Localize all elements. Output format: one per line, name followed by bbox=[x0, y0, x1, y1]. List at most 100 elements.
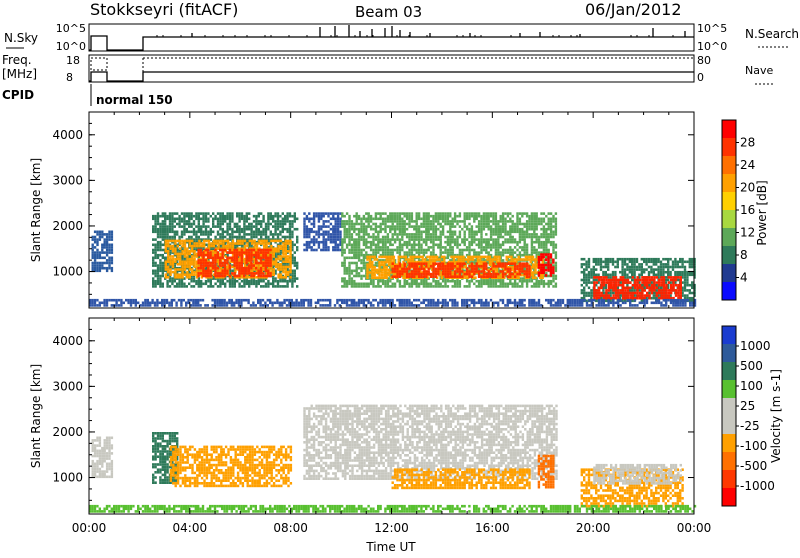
power-cell bbox=[382, 251, 384, 254]
power-cell bbox=[488, 241, 490, 244]
power-cell bbox=[179, 240, 181, 243]
power-cell bbox=[189, 242, 191, 245]
power-cell bbox=[262, 254, 264, 257]
power-cell bbox=[270, 233, 272, 236]
power-cell bbox=[189, 268, 191, 271]
power-cell bbox=[287, 255, 289, 258]
power-cell bbox=[480, 225, 482, 228]
power-cell bbox=[356, 233, 358, 236]
power-cell bbox=[404, 270, 406, 273]
power-cell bbox=[325, 225, 327, 228]
power-cell bbox=[428, 246, 430, 249]
power-cell bbox=[267, 280, 269, 283]
power-cell bbox=[203, 242, 205, 245]
power-cell bbox=[286, 285, 288, 288]
power-cell bbox=[468, 285, 470, 288]
power-cell bbox=[210, 283, 212, 286]
power-cell bbox=[346, 267, 348, 270]
power-cell bbox=[363, 225, 365, 228]
power-cell bbox=[191, 250, 193, 253]
power-cell bbox=[525, 256, 527, 259]
power-cell bbox=[532, 258, 534, 261]
power-cell bbox=[205, 228, 207, 231]
power-cell bbox=[267, 283, 269, 286]
power-cell bbox=[500, 225, 502, 228]
power-cell bbox=[232, 242, 234, 245]
power-cell bbox=[214, 283, 216, 286]
power-cell bbox=[92, 244, 94, 247]
power-cell bbox=[509, 283, 511, 286]
power-cell bbox=[210, 233, 212, 236]
power-cell bbox=[555, 233, 557, 236]
power-cell bbox=[378, 276, 380, 279]
power-cell bbox=[420, 268, 422, 271]
power-cell bbox=[536, 215, 538, 218]
power-cell bbox=[335, 249, 337, 252]
power-cell bbox=[380, 225, 382, 228]
power-cell bbox=[250, 236, 252, 239]
power-cell bbox=[372, 283, 374, 286]
power-cell bbox=[509, 249, 511, 252]
power-cell bbox=[337, 236, 339, 239]
power-cell bbox=[219, 236, 221, 239]
power-cell bbox=[224, 264, 226, 267]
power-cell bbox=[387, 236, 389, 239]
cpid-text: normal 150 bbox=[96, 93, 173, 107]
power-cell bbox=[456, 262, 458, 265]
power-cell bbox=[250, 225, 252, 228]
power-cell bbox=[374, 271, 376, 274]
power-cell bbox=[243, 280, 245, 283]
power-cell bbox=[380, 215, 382, 218]
power-cell bbox=[532, 271, 534, 274]
power-cell bbox=[174, 250, 176, 253]
power-cell bbox=[514, 280, 516, 283]
power-cell bbox=[502, 249, 504, 252]
power-cell bbox=[315, 212, 317, 215]
power-cell bbox=[154, 280, 156, 283]
power-cell bbox=[442, 280, 444, 283]
power-cell bbox=[258, 220, 260, 223]
power-cell bbox=[476, 262, 478, 265]
power-cell bbox=[452, 268, 454, 271]
power-cell bbox=[509, 251, 511, 254]
power-cell bbox=[277, 220, 279, 223]
power-cell bbox=[274, 233, 276, 236]
power-cell bbox=[308, 231, 310, 234]
power-cell bbox=[159, 233, 161, 236]
power-cell bbox=[430, 238, 432, 241]
power-cell bbox=[282, 260, 284, 263]
power-cell bbox=[485, 249, 487, 252]
power-cell bbox=[387, 251, 389, 254]
power-cell bbox=[217, 245, 219, 248]
power-cell bbox=[430, 265, 432, 268]
power-cell bbox=[464, 238, 466, 241]
power-cell bbox=[265, 225, 267, 228]
power-cell bbox=[165, 247, 167, 250]
power-cell bbox=[171, 218, 173, 221]
power-cell bbox=[165, 266, 167, 269]
power-cell bbox=[476, 231, 478, 234]
power-cell bbox=[159, 262, 161, 265]
power-cell bbox=[473, 233, 475, 236]
power-cell bbox=[509, 228, 511, 231]
power-cell bbox=[353, 223, 355, 226]
power-cell bbox=[543, 241, 545, 244]
power-cell bbox=[280, 240, 282, 243]
power-cell bbox=[289, 233, 291, 236]
power-cell bbox=[519, 223, 521, 226]
power-cell bbox=[152, 270, 154, 273]
power-cell bbox=[274, 215, 276, 218]
power-cell bbox=[363, 238, 365, 241]
power-cell bbox=[504, 228, 506, 231]
power-cell bbox=[399, 244, 401, 247]
power-cell bbox=[212, 231, 214, 234]
power-cell bbox=[401, 268, 403, 271]
power-cell bbox=[226, 228, 228, 231]
power-cell bbox=[420, 244, 422, 247]
power-cell bbox=[221, 275, 223, 278]
power-cell bbox=[372, 233, 374, 236]
power-cell bbox=[500, 220, 502, 223]
power-cell bbox=[197, 249, 199, 252]
power-cell bbox=[231, 228, 233, 231]
power-cell bbox=[536, 283, 538, 286]
